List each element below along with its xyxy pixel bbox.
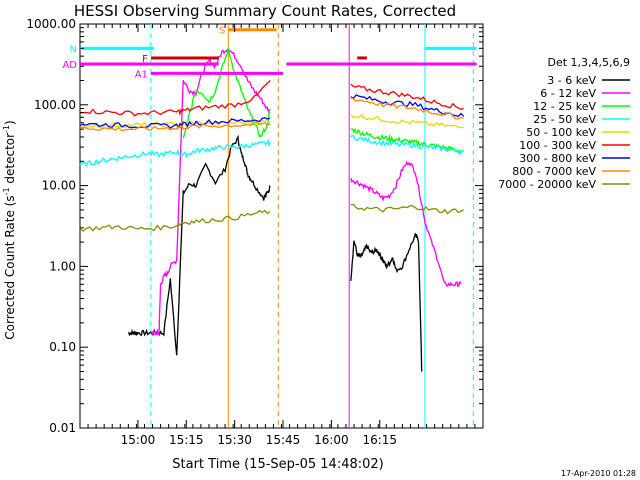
series-line-6-part2 [350, 94, 465, 118]
series-line-8-part2 [350, 203, 464, 215]
flags-layer: N S F AD A1 [62, 26, 477, 80]
footer-date: 17-Apr-2010 01:28 [561, 469, 636, 478]
series-line-7-part2 [350, 97, 464, 120]
x-tick-label: 15:30 [217, 433, 252, 447]
series-line-3-part2 [350, 134, 465, 156]
x-tick-label: 16:00 [314, 433, 349, 447]
y-label-tail: detector [3, 133, 17, 188]
y-tick-label: 1000.00 [26, 17, 76, 31]
flag-label-S: S [219, 26, 225, 37]
legend-label-3: 25 - 50 keV [533, 113, 596, 126]
plot-frame [79, 23, 484, 429]
legend-title: Det 1,3,4,5,6,9 [547, 56, 630, 69]
y-tick-label: 0.01 [49, 421, 76, 435]
series-line-5-part2 [350, 83, 464, 110]
legend-label-1: 6 - 12 keV [540, 87, 596, 100]
y-tick-label: 100.00 [34, 98, 76, 112]
x-axis-label: Start Time (15-Sep-05 14:48:02) [172, 457, 383, 472]
legend-label-5: 100 - 300 keV [519, 139, 596, 152]
chart-title: HESSI Observing Summary Count Rates, Cor… [74, 2, 456, 20]
flag-label-A1: A1 [135, 69, 148, 80]
series-line-2-part1 [182, 47, 271, 140]
x-tick-label: 15:00 [121, 433, 156, 447]
y-tick-label: 1.00 [49, 259, 76, 273]
legend-label-4: 50 - 100 keV [526, 126, 596, 139]
legend-label-6: 300 - 800 keV [519, 152, 596, 165]
legend-label-2: 12 - 25 keV [533, 100, 596, 113]
plot-axes [79, 23, 484, 429]
y-label-close: ) [3, 120, 17, 125]
series-line-7-part1 [79, 121, 271, 132]
legend-label-0: 3 - 6 keV [547, 74, 596, 87]
series-layer [79, 47, 465, 372]
svg-text:Corrected Count Rate (s-1 dete: Corrected Count Rate (s-1 detector-1) [2, 120, 17, 339]
y-tick-label: 0.10 [49, 340, 76, 354]
series-line-1-part1 [150, 48, 271, 337]
series-line-4-part2 [350, 113, 464, 129]
flag-label-F: F [142, 54, 148, 65]
y-tick-label: 10.00 [42, 179, 76, 193]
legend-label-8: 7000 - 20000 keV [498, 178, 596, 191]
ticks-layer: 0.01 0.10 1.00 10.00 100.00 1000.00 15:00 15:15… [26, 17, 484, 447]
y-axis-label: Corrected Count Rate (s-1 detector-1) [2, 120, 17, 339]
series-line-0-part1 [128, 134, 271, 356]
series-line-1-part2 [350, 160, 462, 287]
series-line-5-part1 [80, 80, 271, 117]
series-line-6-part1 [79, 117, 271, 129]
y-label-sup2: -1 [2, 125, 11, 133]
y-label-main: Corrected Count Rate (s [3, 195, 17, 339]
y-label-sup: -1 [2, 187, 11, 195]
x-tick-label: 16:15 [362, 433, 397, 447]
series-line-0-part2 [350, 232, 423, 372]
series-line-8-part1 [79, 209, 271, 232]
x-tick-label: 15:15 [169, 433, 204, 447]
series-line-3-part1 [79, 138, 271, 168]
x-tick-label: 15:45 [266, 433, 301, 447]
legend-label-7: 800 - 7000 keV [512, 165, 596, 178]
flag-label-AD: AD [62, 60, 77, 71]
flag-label-N: N [70, 44, 77, 55]
